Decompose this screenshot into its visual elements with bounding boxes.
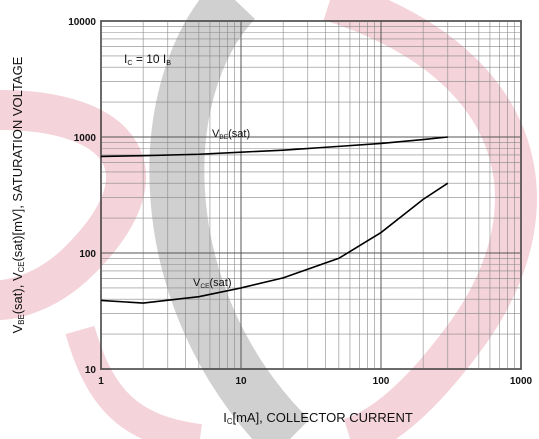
watermark: [0, 0, 516, 439]
y-tick-label: 100: [79, 249, 96, 260]
y-axis-label: VBE(sat), VCE(sat)[mV], SATURATION VOLTA…: [10, 56, 26, 333]
subscript: B: [166, 58, 171, 67]
annotation: VCE(sat): [193, 277, 232, 290]
x-axis-label: IC[mA], COLLECTOR CURRENT: [223, 410, 413, 426]
text-run: (sat): [210, 277, 232, 289]
x-tick-label: 100: [373, 376, 390, 387]
x-tick-label: 10: [235, 376, 247, 387]
text-run: V: [10, 324, 25, 333]
x-tick-label: 1: [98, 376, 104, 387]
y-tick-label: 1000: [74, 133, 97, 144]
subscript: CE: [17, 262, 26, 273]
y-tick-label: 10: [85, 365, 97, 376]
text-run: [mA], COLLECTOR CURRENT: [232, 410, 412, 425]
chart: 110100100010100100010000IC[mA], COLLECTO…: [0, 0, 539, 439]
y-tick-label: 10000: [68, 17, 96, 28]
text-run: = 10 I: [133, 52, 167, 66]
subscript: BE: [17, 314, 26, 324]
text-run: (sat), V: [10, 272, 25, 314]
annotation: VBE(sat): [212, 128, 250, 141]
text-run: (sat): [228, 128, 250, 140]
text-run: (sat)[mV], SATURATION VOLTAGE: [10, 56, 25, 261]
x-tick-label: 1000: [510, 376, 533, 387]
annotation: IC = 10 IB: [124, 52, 171, 67]
